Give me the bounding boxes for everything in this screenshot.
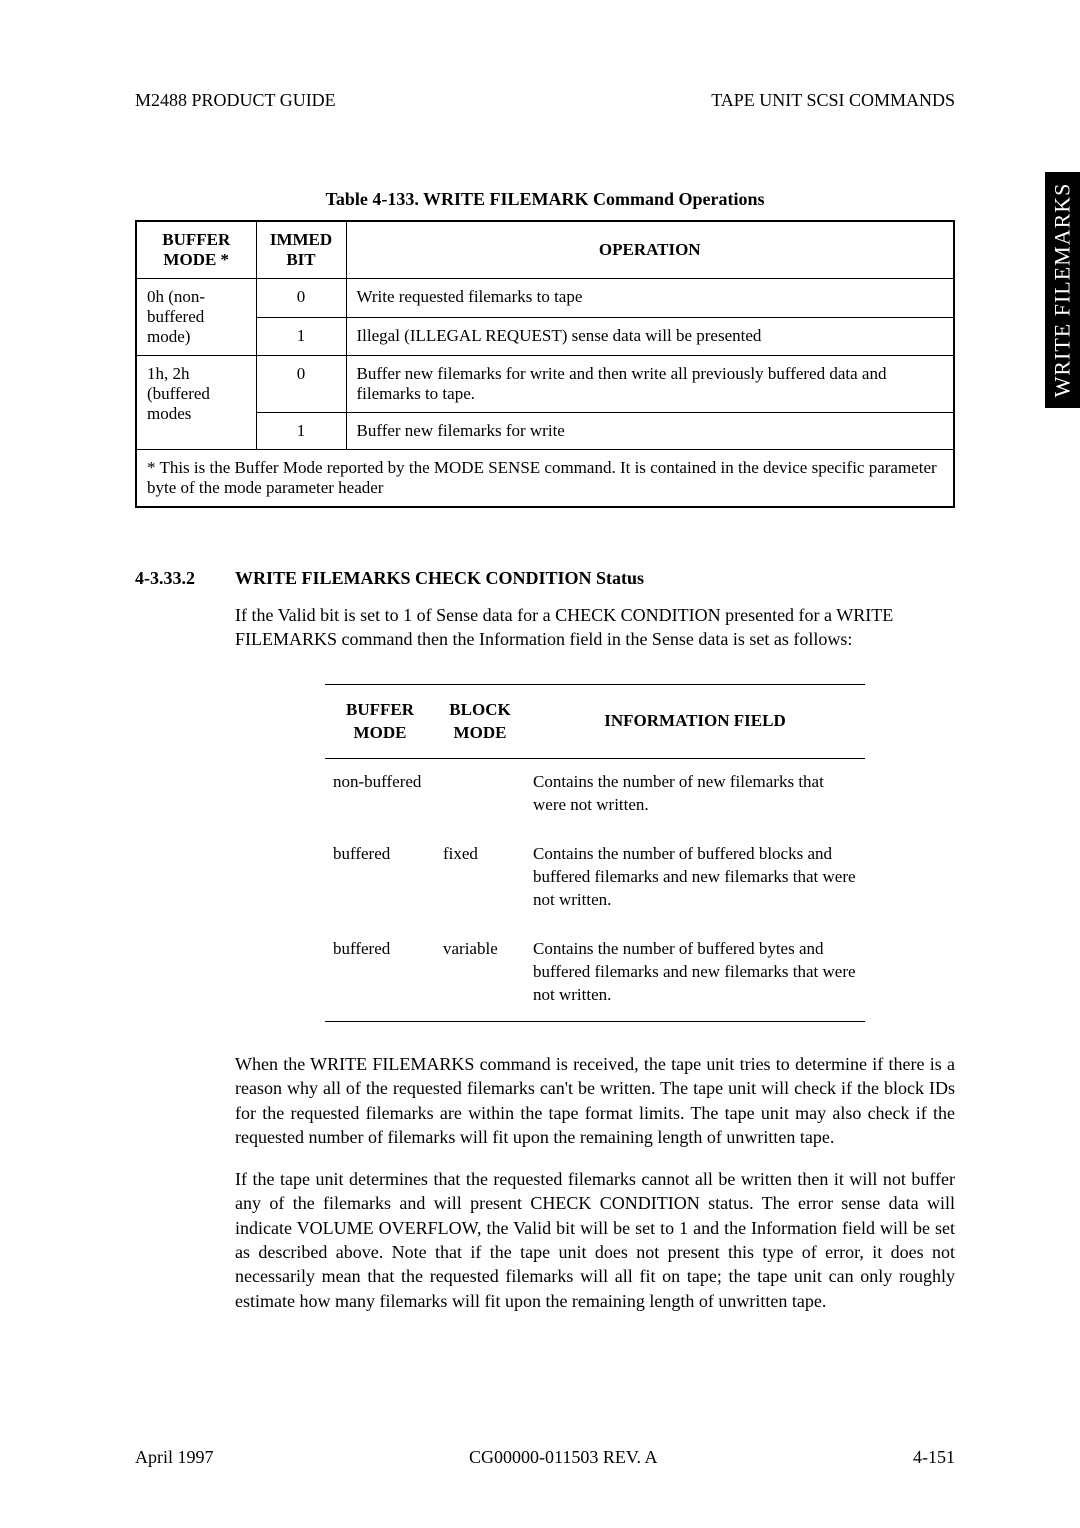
section-title: WRITE FILEMARKS CHECK CONDITION Status	[235, 568, 644, 589]
cell-blk: fixed	[435, 831, 525, 926]
operations-table: BUFFER MODE * IMMED BIT OPERATION 0h (no…	[135, 220, 955, 508]
page: M2488 PRODUCT GUIDE TAPE UNIT SCSI COMMA…	[0, 0, 1080, 1373]
th-buffer-mode: BUFFER MODE *	[136, 221, 256, 279]
th-block-mode: BLOCK MODE	[435, 684, 525, 759]
table-row: 1 Buffer new filemarks for write	[136, 413, 954, 450]
cell-immed: 0	[256, 279, 346, 318]
th-operation: OPERATION	[346, 221, 954, 279]
th-buffer-mode: BUFFER MODE	[325, 684, 435, 759]
cell-blk: variable	[435, 926, 525, 1021]
cell-info: Contains the number of buffered bytes an…	[525, 926, 865, 1021]
cell-info: Contains the number of new filemarks tha…	[525, 759, 865, 831]
table-row: 1 Illegal (ILLEGAL REQUEST) sense data w…	[136, 317, 954, 356]
table-caption: Table 4-133. WRITE FILEMARK Command Oper…	[135, 189, 955, 210]
section-heading: 4-3.33.2 WRITE FILEMARKS CHECK CONDITION…	[135, 568, 955, 589]
footer-left: April 1997	[135, 1447, 214, 1468]
table-footnote-row: * This is the Buffer Mode reported by th…	[136, 450, 954, 508]
cell-op: Buffer new filemarks for write and then …	[346, 356, 954, 413]
table-row: non-buffered Contains the number of new …	[325, 759, 865, 831]
cell-buf: buffered	[325, 831, 435, 926]
th-immed-bit: IMMED BIT	[256, 221, 346, 279]
table-footnote: * This is the Buffer Mode reported by th…	[136, 450, 954, 508]
cell-op: Illegal (ILLEGAL REQUEST) sense data wil…	[346, 317, 954, 356]
cell-mode: 0h (non-buffered mode)	[136, 279, 256, 356]
cell-immed: 1	[256, 317, 346, 356]
cell-blk	[435, 759, 525, 831]
cell-buf: non-buffered	[325, 759, 435, 831]
cell-immed: 1	[256, 413, 346, 450]
cell-buf: buffered	[325, 926, 435, 1021]
information-field-table: BUFFER MODE BLOCK MODE INFORMATION FIELD…	[325, 684, 865, 1022]
running-footer: April 1997 CG00000-011503 REV. A 4-151	[135, 1447, 955, 1468]
header-right: TAPE UNIT SCSI COMMANDS	[711, 90, 955, 111]
table-row: buffered fixed Contains the number of bu…	[325, 831, 865, 926]
table-row: buffered variable Contains the number of…	[325, 926, 865, 1021]
th-info-field: INFORMATION FIELD	[525, 684, 865, 759]
footer-right: 4-151	[913, 1447, 955, 1468]
info-table-wrapper: BUFFER MODE BLOCK MODE INFORMATION FIELD…	[235, 684, 955, 1022]
body-paragraph: If the tape unit determines that the req…	[235, 1167, 955, 1313]
cell-mode: 1h, 2h (buffered modes	[136, 356, 256, 450]
cell-op: Buffer new filemarks for write	[346, 413, 954, 450]
section-intro: If the Valid bit is set to 1 of Sense da…	[235, 603, 955, 652]
body-paragraph: When the WRITE FILEMARKS command is rece…	[235, 1052, 955, 1149]
header-left: M2488 PRODUCT GUIDE	[135, 90, 336, 111]
cell-info: Contains the number of buffered blocks a…	[525, 831, 865, 926]
footer-center: CG00000-011503 REV. A	[469, 1447, 658, 1468]
cell-immed: 0	[256, 356, 346, 413]
table-row: 1h, 2h (buffered modes 0 Buffer new file…	[136, 356, 954, 413]
table-row: 0h (non-buffered mode) 0 Write requested…	[136, 279, 954, 318]
running-header: M2488 PRODUCT GUIDE TAPE UNIT SCSI COMMA…	[135, 90, 955, 111]
section-number: 4-3.33.2	[135, 568, 217, 589]
cell-op: Write requested filemarks to tape	[346, 279, 954, 318]
